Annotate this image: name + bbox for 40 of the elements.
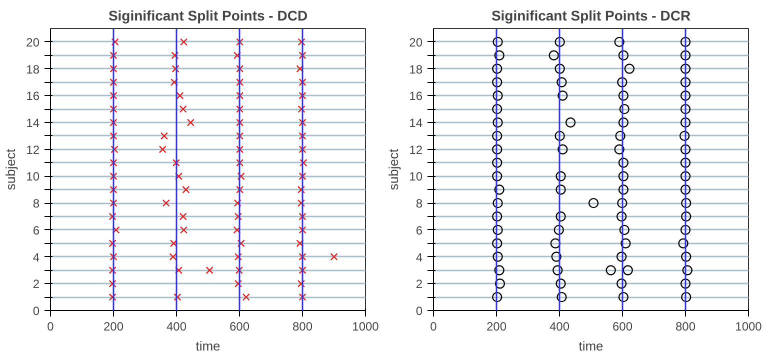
x-tick-label: 400 xyxy=(549,320,570,334)
x-axis-title: time xyxy=(196,338,220,354)
x-tick-label: 600 xyxy=(612,320,633,334)
x-tick-label: 0 xyxy=(430,320,438,334)
x-tick-label: 800 xyxy=(675,320,696,334)
y-tick-label: 20 xyxy=(409,35,423,50)
y-tick-label: 2 xyxy=(32,277,40,292)
y-tick-label: 16 xyxy=(409,89,423,104)
x-tick-label: 800 xyxy=(292,320,313,334)
chart-title: Siginificant Split Points - DCD xyxy=(108,8,308,24)
y-tick-label: 14 xyxy=(409,116,423,130)
y-tick-label: 8 xyxy=(32,196,40,211)
x-tick-label: 1000 xyxy=(735,320,762,334)
y-tick-label: 0 xyxy=(32,304,40,318)
y-tick-label: 6 xyxy=(32,223,40,238)
x-tick-label: 0 xyxy=(47,320,54,334)
y-tick-label: 20 xyxy=(26,35,40,50)
y-tick-label: 18 xyxy=(26,62,40,76)
x-tick-label: 600 xyxy=(229,320,250,334)
y-tick-label: 2 xyxy=(416,277,423,292)
x-tick-label: 200 xyxy=(486,320,507,334)
y-tick-label: 12 xyxy=(26,142,40,157)
y-tick-label: 16 xyxy=(26,89,40,104)
y-tick-label: 10 xyxy=(26,170,40,184)
x-tick-label: 200 xyxy=(103,320,124,334)
y-axis-title: subject xyxy=(3,148,18,190)
y-tick-label: 8 xyxy=(416,196,423,211)
y-tick-label: 4 xyxy=(416,250,423,264)
x-tick-label: 400 xyxy=(166,320,187,334)
y-axis-title: subject xyxy=(386,148,402,190)
y-tick-label: 4 xyxy=(32,250,40,264)
chart-title: Siginificant Split Points - DCR xyxy=(491,8,691,24)
y-tick-label: 6 xyxy=(416,223,423,238)
y-tick-label: 10 xyxy=(409,170,423,184)
y-tick-label: 12 xyxy=(409,142,423,157)
y-tick-label: 18 xyxy=(409,62,423,76)
x-axis-title: time xyxy=(578,338,604,354)
y-tick-label: 14 xyxy=(26,116,40,130)
x-tick-label: 1000 xyxy=(352,320,380,334)
y-tick-label: 0 xyxy=(416,304,423,318)
